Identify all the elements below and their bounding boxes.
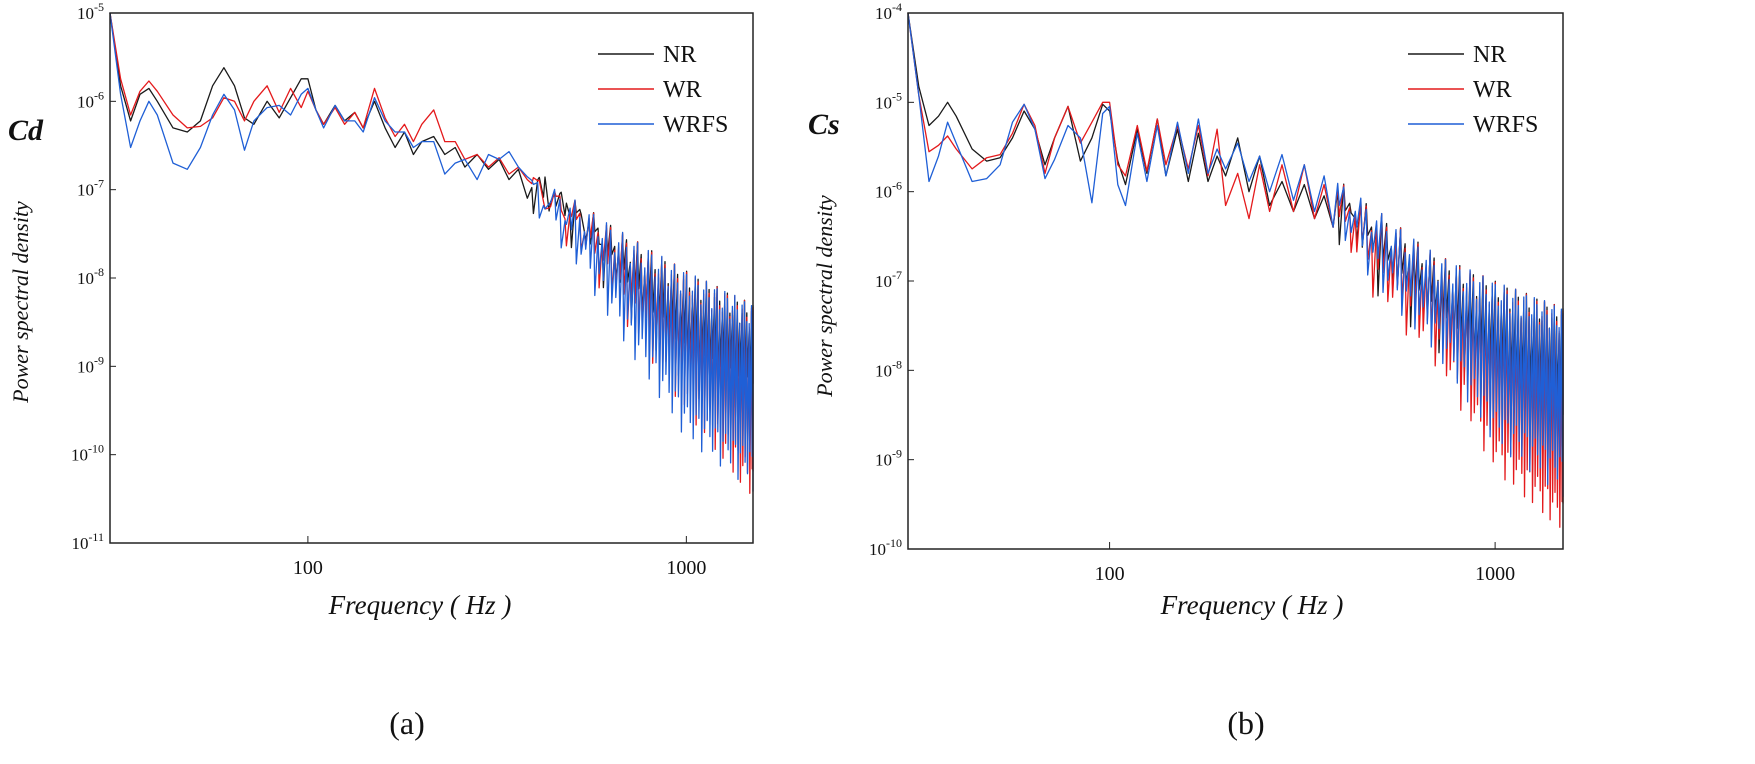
chart-panel-b: 10-4 10-5 10-6 10-7 10-8 10-9 10-10 100 1000 C… bbox=[808, 0, 1564, 741]
panel-b-ytick-label: 10-7 bbox=[875, 268, 902, 291]
panel-a-series-wr-line bbox=[109, 12, 754, 494]
panel-a-tag: Cd bbox=[8, 114, 44, 147]
panel-a-series-wrfs-line bbox=[109, 12, 754, 492]
panel-b-ytick-label: 10-4 bbox=[875, 0, 902, 23]
panel-b-tag: Cs bbox=[808, 108, 840, 141]
panel-a-ytick-label: 10-6 bbox=[77, 88, 104, 111]
panel-a-ytick-label: 10-9 bbox=[77, 353, 104, 376]
panel-b-legend-label-nr: NR bbox=[1473, 42, 1506, 68]
panel-a-xtick-label: 100 bbox=[293, 557, 323, 579]
panel-a-y-axis-label: Power spectral density bbox=[8, 201, 33, 404]
panel-b-xtick-label: 1000 bbox=[1475, 563, 1515, 585]
panel-a-plot-frame bbox=[109, 12, 754, 544]
panel-b-ytick-label: 10-9 bbox=[875, 447, 902, 470]
panel-a-series-group bbox=[109, 12, 754, 494]
panel-a-ytick-label: 10-10 bbox=[71, 442, 104, 465]
panel-a-x-axis-label: Frequency ( Hz ) bbox=[328, 590, 512, 620]
panel-a-xtick-label: 1000 bbox=[666, 557, 706, 579]
panel-a-y-axis: 10-5 10-6 10-7 10-8 10-9 10-10 10-11 bbox=[71, 0, 116, 553]
panel-a-x-axis: 100 1000 bbox=[293, 536, 706, 579]
panel-b-ytick-label: 10-5 bbox=[875, 89, 902, 112]
panel-a-legend: NR WR WRFS bbox=[598, 42, 728, 138]
panel-b-series-wrfs-line bbox=[907, 12, 1564, 497]
panel-a-legend-label-nr: NR bbox=[663, 42, 696, 68]
panel-b-x-axis: 100 1000 bbox=[1095, 542, 1515, 585]
panel-b-series-group bbox=[907, 12, 1564, 528]
panel-a-ytick-label: 10-5 bbox=[77, 0, 104, 23]
panel-b-ytick-label: 10-10 bbox=[869, 536, 902, 559]
panel-a-ytick-label: 10-8 bbox=[77, 265, 104, 288]
panel-b-legend-label-wrfs: WRFS bbox=[1473, 112, 1538, 138]
panel-b-ytick-label: 10-8 bbox=[875, 357, 902, 380]
panel-a-caption: (a) bbox=[389, 705, 425, 741]
panel-b-legend: NR WR WRFS bbox=[1408, 42, 1538, 138]
panel-b-ytick-label: 10-6 bbox=[875, 179, 902, 202]
panel-b-y-axis-label: Power spectral density bbox=[812, 195, 837, 398]
panel-b-x-axis-label: Frequency ( Hz ) bbox=[1160, 590, 1344, 620]
panel-a-legend-label-wrfs: WRFS bbox=[663, 112, 728, 138]
panel-b-series-wr-line bbox=[907, 12, 1564, 528]
panel-b-xtick-label: 100 bbox=[1095, 563, 1125, 585]
panel-a-ytick-label: 10-11 bbox=[71, 530, 104, 553]
panel-b-y-axis: 10-4 10-5 10-6 10-7 10-8 10-9 10-10 bbox=[869, 0, 914, 559]
panel-b-legend-label-wr: WR bbox=[1473, 77, 1512, 103]
panel-a-ytick-label: 10-7 bbox=[77, 177, 104, 200]
panel-a-legend-label-wr: WR bbox=[663, 77, 702, 103]
panel-b-caption: (b) bbox=[1227, 705, 1264, 741]
panel-b-plot-frame bbox=[907, 12, 1564, 550]
